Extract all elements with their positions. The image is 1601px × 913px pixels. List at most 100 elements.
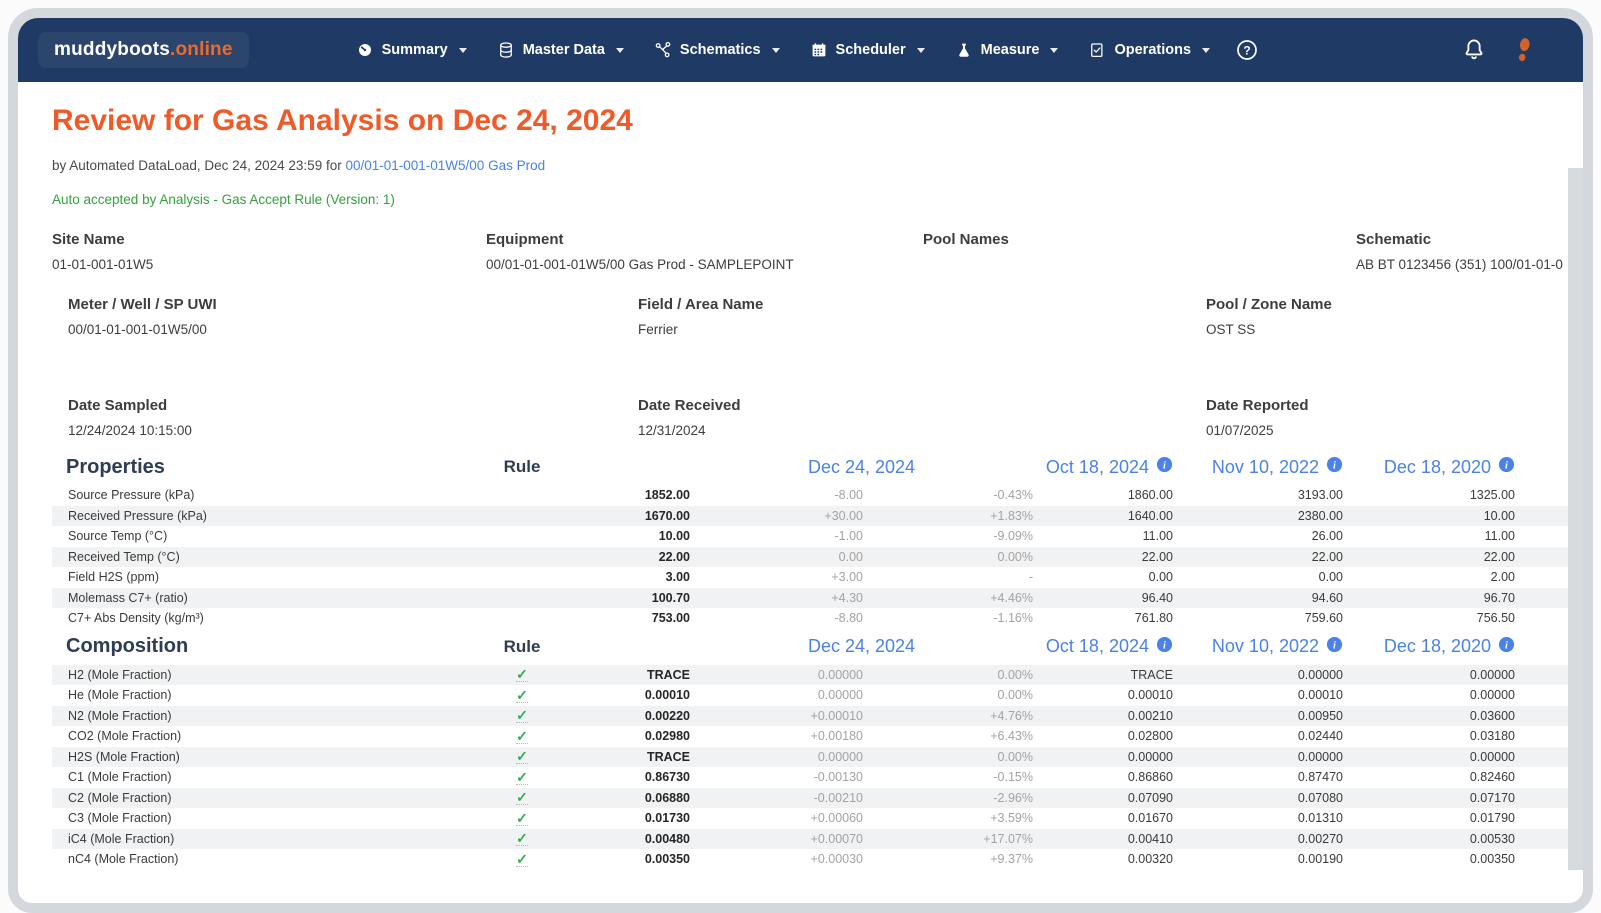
percent-change: +9.37% <box>990 852 1033 867</box>
nav-item-operations[interactable]: Operations <box>1073 33 1225 67</box>
info-icon[interactable]: i <box>1498 456 1515 478</box>
history-value-2: 0.00 <box>1318 570 1343 585</box>
rule-pass-check-icon[interactable]: ✓ <box>516 727 528 744</box>
row-label: nC4 (Mole Fraction) <box>68 852 179 867</box>
bootprint-icon[interactable] <box>1511 35 1537 65</box>
history-date-label: Dec 18, 2020 <box>1383 456 1491 477</box>
vertical-scrollbar[interactable] <box>1568 168 1583 870</box>
current-value: 1670.00 <box>644 508 690 523</box>
history-date-header[interactable]: Oct 18, 2024 i <box>1033 636 1173 658</box>
logo[interactable]: muddyboots.online <box>38 32 249 68</box>
bell-icon[interactable] <box>1461 35 1487 65</box>
property-row: Received Temp (°C) 22.00 0.00 0.00% 22.00 22.… <box>52 546 1583 567</box>
rule-pass-check-icon[interactable]: ✓ <box>516 748 528 765</box>
history-value-2: 26.00 <box>1311 529 1343 544</box>
current-value: TRACE <box>646 667 690 682</box>
rule-pass-check-icon[interactable]: ✓ <box>516 686 528 703</box>
delta-value: +0.00010 <box>810 708 863 723</box>
date-received-label: Date Received <box>638 397 741 414</box>
history-value-2: 0.00270 <box>1297 831 1343 846</box>
row-label: He (Mole Fraction) <box>68 688 172 703</box>
rule-column-header: Rule <box>503 457 541 476</box>
current-value: 0.02980 <box>644 729 690 744</box>
app-window: muddyboots.online Summary Master Data Sche… <box>8 8 1593 913</box>
current-value: 1852.00 <box>644 488 690 503</box>
composition-row: C2 (Mole Fraction) ✓ 0.06880 -0.00210 -2.96%… <box>52 787 1583 808</box>
delta-value: -0.00130 <box>813 770 863 785</box>
nav-item-schematics[interactable]: Schematics <box>639 33 795 67</box>
current-value: 3.00 <box>665 570 690 585</box>
current-value: 0.00350 <box>644 852 690 867</box>
info-icon[interactable]: i <box>1156 636 1173 658</box>
svg-text:i: i <box>1163 460 1166 471</box>
history-date-header[interactable]: Dec 18, 2020 i <box>1343 636 1515 658</box>
history-date-label: Nov 10, 2022 <box>1211 456 1319 477</box>
composition-table: H2 (Mole Fraction) ✓ TRACE 0.00000 0.00% TRAC… <box>52 664 1583 870</box>
composition-row: C3 (Mole Fraction) ✓ 0.01730 +0.00060 +3.59%… <box>52 808 1583 829</box>
row-label: Field H2S (ppm) <box>68 570 159 585</box>
history-date-header[interactable]: Nov 10, 2022 i <box>1173 636 1343 658</box>
info-icon[interactable]: i <box>1498 636 1515 658</box>
svg-text:?: ? <box>1243 43 1250 57</box>
rule-pass-check-icon[interactable]: ✓ <box>516 850 528 867</box>
date-sampled-label: Date Sampled <box>68 397 168 414</box>
history-value-1: 0.00320 <box>1127 852 1173 867</box>
history-value-2: 94.60 <box>1311 590 1343 605</box>
rule-cell: ✓ <box>482 789 562 806</box>
history-value-2: 0.01310 <box>1297 811 1343 826</box>
current-value: TRACE <box>646 749 690 764</box>
rule-pass-check-icon[interactable]: ✓ <box>516 809 528 826</box>
composition-header-row: Composition Rule Dec 24, 2024 Oct 18, 20… <box>52 629 1583 665</box>
rule-pass-check-icon[interactable]: ✓ <box>516 707 528 724</box>
history-value-2: 0.00950 <box>1297 708 1343 723</box>
info-icon[interactable]: i <box>1326 456 1343 478</box>
current-date-header[interactable]: Dec 24, 2024 <box>807 456 916 477</box>
nav-item-master-data[interactable]: Master Data <box>482 33 639 67</box>
history-date-header[interactable]: Oct 18, 2024 i <box>1033 456 1173 478</box>
info-icon[interactable]: i <box>1156 456 1173 478</box>
checklist-icon <box>1088 41 1106 59</box>
top-navbar: muddyboots.online Summary Master Data Sche… <box>18 18 1583 82</box>
nav-item-scheduler[interactable]: Scheduler <box>795 33 940 67</box>
rule-cell: ✓ <box>482 770 562 785</box>
composition-row: He (Mole Fraction) ✓ 0.00010 0.00000 0.00% 0.… <box>52 685 1583 706</box>
property-row: C7+ Abs Density (kg/m³) 753.00 -8.80 -1.16%… <box>52 608 1583 629</box>
rule-pass-check-icon[interactable]: ✓ <box>516 666 528 683</box>
current-value: 10.00 <box>658 529 690 544</box>
rule-pass-check-icon[interactable]: ✓ <box>516 789 528 806</box>
schematic-link[interactable]: AB BT 0123456 (351) 100/01-01-0 <box>1356 257 1563 272</box>
current-value: 0.06880 <box>644 790 690 805</box>
nav-item-summary[interactable]: Summary <box>341 33 482 67</box>
history-value-1: 1860.00 <box>1127 488 1173 503</box>
current-date-header[interactable]: Dec 24, 2024 <box>807 636 916 656</box>
date-sampled-field: Date Sampled 12/24/2024 10:15:00 <box>68 397 192 438</box>
row-label: Received Temp (°C) <box>68 549 180 564</box>
nav-menu: Summary Master Data Schematics Scheduler Mea… <box>341 33 1225 67</box>
history-date-header[interactable]: Nov 10, 2022 i <box>1173 456 1343 478</box>
history-value-1: 0.01670 <box>1127 811 1173 826</box>
svg-text:i: i <box>1163 640 1166 651</box>
history-value-3: 0.03600 <box>1469 708 1515 723</box>
nav-item-measure[interactable]: Measure <box>940 33 1074 67</box>
history-value-3: 22.00 <box>1483 549 1515 564</box>
history-value-3: 0.00350 <box>1469 852 1515 867</box>
site-name-value: 01-01-001-01W5 <box>52 257 154 272</box>
rule-pass-check-icon[interactable]: ✓ <box>516 768 528 785</box>
nav-item-label: Operations <box>1114 42 1192 58</box>
site-name-label: Site Name <box>52 231 125 248</box>
delta-value: -1.00 <box>834 529 864 544</box>
help-circle-icon[interactable]: ? <box>1235 38 1259 62</box>
history-date-header[interactable]: Dec 18, 2020 i <box>1343 456 1515 478</box>
history-value-3: 2.00 <box>1490 570 1515 585</box>
rule-cell: ✓ <box>482 707 562 724</box>
percent-change: +3.59% <box>990 811 1033 826</box>
info-icon[interactable]: i <box>1326 636 1343 658</box>
rule-pass-check-icon[interactable]: ✓ <box>516 830 528 847</box>
rule-column-header: Rule <box>503 636 541 656</box>
delta-value: +0.00060 <box>810 811 863 826</box>
delta-value: +30.00 <box>824 508 863 523</box>
nav-item-label: Master Data <box>522 42 605 58</box>
property-row: Molemass C7+ (ratio) 100.70 +4.30 +4.46% 96.… <box>52 587 1583 608</box>
equipment-link[interactable]: 00/01-01-001-01W5/00 Gas Prod <box>345 158 546 173</box>
history-value-3: 11.00 <box>1484 529 1515 544</box>
